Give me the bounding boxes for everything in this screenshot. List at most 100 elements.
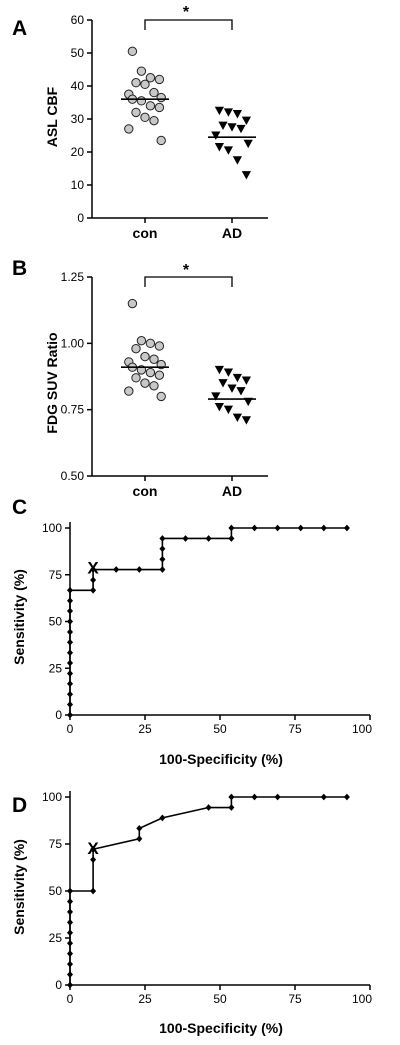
roc-point — [228, 793, 235, 801]
data-point-con — [154, 74, 165, 85]
data-point-AD — [223, 146, 233, 155]
data-point-AD — [223, 405, 233, 415]
roc-point — [228, 804, 235, 811]
data-point-con — [145, 73, 156, 83]
data-point-AD — [218, 379, 228, 388]
data-point-con — [145, 338, 156, 349]
x-axis-label: 100-Specificity (%) — [159, 1020, 283, 1036]
roc-point — [343, 793, 350, 801]
y-tick-label: 25 — [49, 661, 63, 675]
data-point-con — [131, 107, 141, 118]
roc-point — [159, 566, 166, 573]
y-tick-label: 1.25 — [61, 270, 85, 284]
significance-bracket — [144, 19, 233, 30]
roc-point — [205, 804, 212, 811]
x-axis-label: 100-Specificity (%) — [159, 751, 283, 767]
roc-point — [67, 960, 73, 968]
data-point-con — [140, 378, 150, 388]
cutoff-marker: X — [87, 558, 99, 577]
category-label-ad: AD — [222, 225, 242, 241]
y-tick-label: 100 — [42, 521, 62, 535]
roc-point — [228, 535, 235, 542]
y-axis-label: ASL CBF — [44, 86, 60, 147]
y-tick-label: 0 — [77, 211, 84, 225]
roc-point — [90, 887, 97, 895]
cutoff-marker: X — [87, 839, 99, 858]
data-point-AD — [211, 392, 221, 401]
roc-point — [67, 638, 73, 646]
x-tick-label: 100 — [352, 722, 372, 736]
data-point-con — [136, 335, 147, 346]
roc-point — [67, 670, 73, 677]
panel-c: C Sensitivity (%) 100-Specificity (%) 0 2… — [11, 496, 372, 767]
data-point-AD — [227, 123, 237, 132]
data-point-AD — [223, 368, 233, 377]
y-tick-label: 75 — [49, 837, 63, 851]
roc-point — [274, 524, 281, 532]
data-point-con — [131, 373, 141, 383]
roc-point — [67, 586, 73, 594]
data-point-AD — [241, 171, 251, 180]
roc-point — [182, 535, 189, 542]
panel-b: B FDG SUV Ratio * con AD 0.50 0.75 1.00 1.2… — [12, 257, 268, 499]
y-tick-label: 100 — [42, 790, 62, 804]
data-point-AD — [232, 156, 242, 165]
roc-point — [67, 981, 73, 989]
roc-point — [67, 939, 73, 947]
data-point-con — [140, 351, 150, 362]
data-point-con — [124, 386, 134, 396]
data-point-AD — [232, 110, 242, 119]
roc-point — [90, 586, 97, 594]
roc-point — [67, 887, 73, 895]
data-point-AD — [241, 416, 251, 425]
roc-point — [67, 649, 73, 657]
y-tick-label: 50 — [49, 884, 63, 898]
roc-point — [67, 597, 73, 605]
roc-point — [90, 845, 97, 853]
roc-point — [136, 566, 143, 573]
significance-star: * — [183, 4, 190, 21]
roc-point — [67, 908, 73, 916]
y-tick-label: 30 — [71, 112, 85, 126]
data-point-con — [149, 354, 159, 364]
panel-label: B — [12, 257, 27, 280]
roc-point — [67, 918, 73, 926]
y-tick-label: 20 — [71, 145, 85, 159]
data-point-con — [149, 115, 159, 126]
data-point-AD — [214, 365, 224, 375]
data-point-con — [140, 112, 150, 123]
roc-point — [274, 793, 281, 801]
panel-label: A — [12, 17, 27, 40]
roc-point — [113, 566, 120, 573]
y-axis-label: Sensitivity (%) — [11, 839, 27, 935]
data-point-con — [154, 341, 165, 351]
data-point-AD — [236, 387, 246, 396]
data-point-AD — [227, 384, 237, 393]
roc-curve — [69, 527, 347, 715]
roc-point — [320, 793, 327, 801]
roc-point — [67, 690, 73, 698]
data-point-AD — [241, 376, 251, 385]
roc-point — [67, 659, 73, 667]
roc-point — [136, 824, 143, 832]
data-point-con — [149, 381, 159, 391]
roc-point — [297, 524, 304, 532]
roc-point — [320, 524, 327, 532]
y-tick-label: 40 — [71, 79, 85, 93]
y-tick-label: 60 — [71, 13, 85, 27]
roc-point — [343, 524, 350, 532]
significance-bracket — [144, 276, 233, 287]
data-point-AD — [232, 373, 242, 383]
roc-point — [67, 607, 73, 615]
data-point-AD — [236, 124, 246, 134]
data-point-AD — [214, 143, 224, 152]
roc-point — [67, 929, 73, 937]
roc-point — [67, 971, 73, 978]
data-point-con — [156, 92, 166, 103]
x-tick-label: 100 — [352, 992, 372, 1006]
x-tick-label: 50 — [213, 992, 227, 1006]
panel-label: C — [12, 496, 27, 519]
x-tick-label: 50 — [213, 722, 227, 736]
roc-point — [67, 701, 73, 708]
